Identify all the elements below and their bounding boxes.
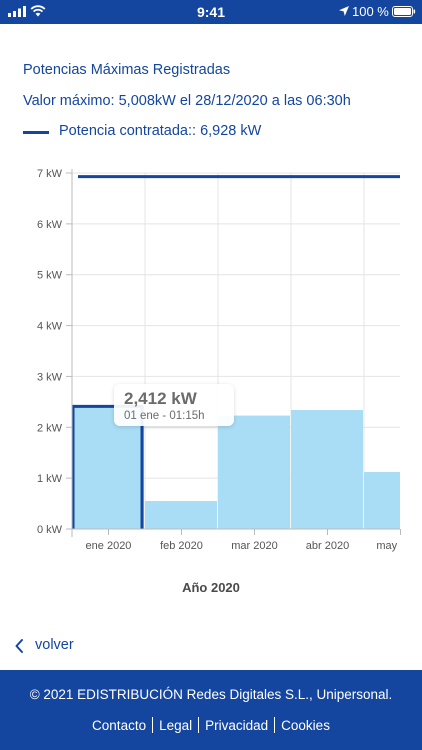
y-tick-label: 0 kW	[37, 524, 63, 536]
back-label: volver	[35, 637, 74, 653]
chart-tooltip: 2,412 kW 01 ene - 01:15h	[114, 384, 234, 426]
x-tick-label: may 2020	[376, 540, 422, 552]
bar-1[interactable]	[145, 501, 217, 529]
x-axis-title: Año 2020	[182, 580, 240, 595]
footer: © 2021 EDISTRIBUCIÓN Redes Digitales S.L…	[0, 670, 422, 750]
y-tick-label: 4 kW	[37, 321, 63, 333]
y-tick-label: 1 kW	[37, 473, 63, 485]
wifi-icon	[30, 5, 46, 17]
chevron-left-icon	[15, 639, 23, 653]
footer-link-cookies[interactable]: Cookies	[281, 718, 330, 733]
footer-link-privacidad[interactable]: Privacidad	[205, 718, 269, 733]
bar-4[interactable]	[364, 472, 422, 529]
max-power-chart[interactable]: 0 kW 1 kW 2 kW 3 kW 4 kW 5 kW 6 kW 7 kW ene 2020…	[0, 155, 422, 575]
bars-group	[72, 404, 422, 529]
y-tick-label: 2 kW	[37, 422, 63, 434]
y-tick-label: 5 kW	[37, 270, 63, 282]
status-time: 9:41	[196, 4, 226, 20]
footer-link-legal[interactable]: Legal	[159, 718, 193, 733]
tooltip-date: 01 ene - 01:15h	[124, 410, 205, 422]
x-tick-label: feb 2020	[160, 540, 203, 552]
cellular-signal-icon	[8, 6, 26, 17]
bar-0[interactable]	[72, 406, 144, 529]
max-value-text: Valor máximo: 5,008kW el 28/12/2020 a la…	[23, 93, 351, 109]
bar-2[interactable]	[218, 415, 290, 529]
page-title: Potencias Máximas Registradas	[23, 62, 231, 78]
footer-link-contacto[interactable]: Contacto	[92, 718, 147, 733]
footer-links: Contacto Legal Privacidad Cookies	[0, 717, 422, 733]
status-bar: 9:41 100 %	[0, 0, 422, 24]
bar-3[interactable]	[291, 409, 363, 529]
link-divider	[152, 717, 154, 733]
y-tick-label: 3 kW	[37, 371, 63, 383]
y-tick-label: 7 kW	[37, 168, 63, 180]
legend-line-swatch	[23, 131, 49, 134]
x-tick-label: ene 2020	[86, 540, 132, 552]
footer-copyright: © 2021 EDISTRIBUCIÓN Redes Digitales S.L…	[29, 687, 393, 702]
link-divider	[198, 717, 200, 733]
location-arrow-icon	[339, 6, 349, 16]
link-divider	[274, 717, 276, 733]
battery-percentage: 100 %	[352, 4, 389, 19]
tooltip-value: 2,412 kW	[124, 389, 197, 408]
x-tick-label: mar 2020	[231, 540, 277, 552]
legend-label: Potencia contratada:: 6,928 kW	[59, 123, 262, 139]
selected-bar-outline	[72, 404, 144, 529]
chart-canvas[interactable]: 0 kW 1 kW 2 kW 3 kW 4 kW 5 kW 6 kW 7 kW ene 2020…	[0, 155, 422, 575]
x-tick-label: abr 2020	[306, 540, 349, 552]
y-tick-label: 6 kW	[37, 219, 63, 231]
battery-icon	[392, 6, 416, 17]
